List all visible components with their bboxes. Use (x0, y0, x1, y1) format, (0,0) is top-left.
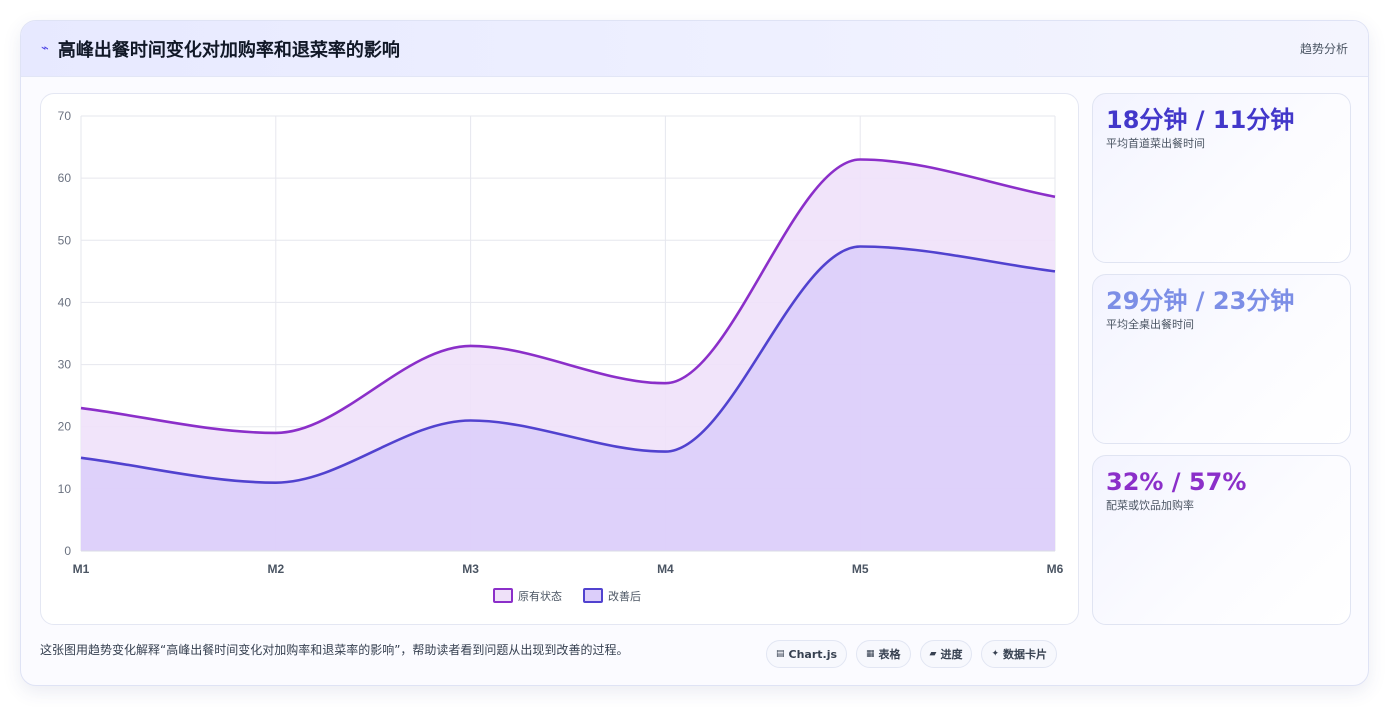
x-tick-label: M3 (462, 562, 479, 576)
data-point (80, 407, 82, 409)
pill-progress[interactable]: ▰ 进度 (919, 640, 973, 668)
legend-label: 改善后 (608, 589, 641, 603)
stat-card-first-dish: 18分钟 / 11分钟 平均首道菜出餐时间 (1092, 93, 1351, 263)
pill-label: 进度 (940, 648, 963, 661)
area-chart: 0 10 20 30 40 50 60 70 M1 M2 M3 M4 M5 M6 原有状态 改善后 (58, 109, 1064, 603)
table-icon: ▦ (866, 649, 875, 659)
series-line-1 (80, 158, 1056, 435)
series-line-2 (80, 245, 1056, 484)
page-title: 高峰出餐时间变化对加购率和退菜率的影响 (57, 39, 400, 61)
pill-data-card[interactable]: ✦ 数据卡片 (981, 640, 1058, 668)
legend-swatch (493, 588, 513, 603)
pill-table[interactable]: ▦ 表格 (856, 640, 911, 668)
data-point (470, 345, 472, 347)
x-tick-label: M6 (1047, 562, 1064, 576)
card-header: ⌁ 高峰出餐时间变化对加购率和退菜率的影响 趋势分析 (21, 21, 1368, 77)
chart-panel: 0 10 20 30 40 50 60 70 M1 M2 M3 M4 M5 M6 原有状态 改善后 (40, 93, 1079, 625)
chart-icon: ▤ (776, 649, 785, 659)
data-point (470, 420, 472, 422)
x-tick-label: M2 (267, 562, 284, 576)
y-tick-label: 20 (58, 420, 72, 434)
y-tick-label: 10 (58, 482, 72, 496)
legend-label: 原有状态 (518, 589, 562, 603)
y-tick-label: 40 (58, 295, 72, 309)
x-tick-label: M5 (852, 562, 869, 576)
stat-label: 平均全桌出餐时间 (1106, 318, 1194, 331)
y-tick-label: 70 (58, 109, 72, 123)
title-group: ⌁ 高峰出餐时间变化对加购率和退菜率的影响 (41, 36, 400, 62)
data-point (80, 457, 82, 459)
tag-pills: ▤ Chart.js ▦ 表格 ▰ 进度 ✦ 数据卡片 (766, 640, 1058, 668)
stat-value: 18分钟 / 11分钟 (1106, 106, 1295, 134)
pill-label: Chart.js (788, 647, 838, 661)
trend-icon: ⌁ (41, 41, 49, 56)
data-point (275, 432, 277, 434)
y-tick-label: 60 (58, 171, 72, 185)
x-tick-label: M1 (73, 562, 90, 576)
chart-card: ⌁ 高峰出餐时间变化对加购率和退菜率的影响 趋势分析 0 10 20 30 40 50 60… (20, 20, 1369, 686)
pill-label: 数据卡片 (1003, 648, 1048, 661)
header-tag: 趋势分析 (1299, 42, 1348, 56)
data-point (664, 451, 666, 453)
y-tick-label: 30 (58, 358, 72, 372)
stat-label: 配菜或饮品加购率 (1106, 499, 1194, 512)
stat-value: 32% / 57% (1106, 468, 1247, 496)
legend-swatch (583, 588, 603, 603)
y-tick-label: 50 (58, 233, 72, 247)
data-point (859, 159, 861, 161)
pill-label: 表格 (878, 648, 901, 661)
data-point (275, 482, 277, 484)
stat-value: 29分钟 / 23分钟 (1106, 287, 1295, 315)
series-area-2 (81, 246, 1055, 551)
data-point (859, 246, 861, 248)
stat-card-addon-rate: 32% / 57% 配菜或饮品加购率 (1092, 455, 1351, 625)
x-tick-label: M4 (657, 562, 674, 576)
footer-description: 这张图用趋势变化解释“高峰出餐时间变化对加购率和退菜率的影响”，帮助读者看到问题… (40, 643, 629, 657)
stat-label: 平均首道菜出餐时间 (1106, 137, 1205, 150)
sparkle-icon: ✦ (991, 649, 1000, 659)
y-tick-label: 0 (64, 544, 71, 558)
data-point (1054, 196, 1056, 198)
data-point (1054, 270, 1056, 272)
data-point (664, 382, 666, 384)
pill-chartjs[interactable]: ▤ Chart.js (766, 640, 848, 668)
stat-card-full-table: 29分钟 / 23分钟 平均全桌出餐时间 (1092, 274, 1351, 444)
progress-icon: ▰ (929, 649, 937, 659)
